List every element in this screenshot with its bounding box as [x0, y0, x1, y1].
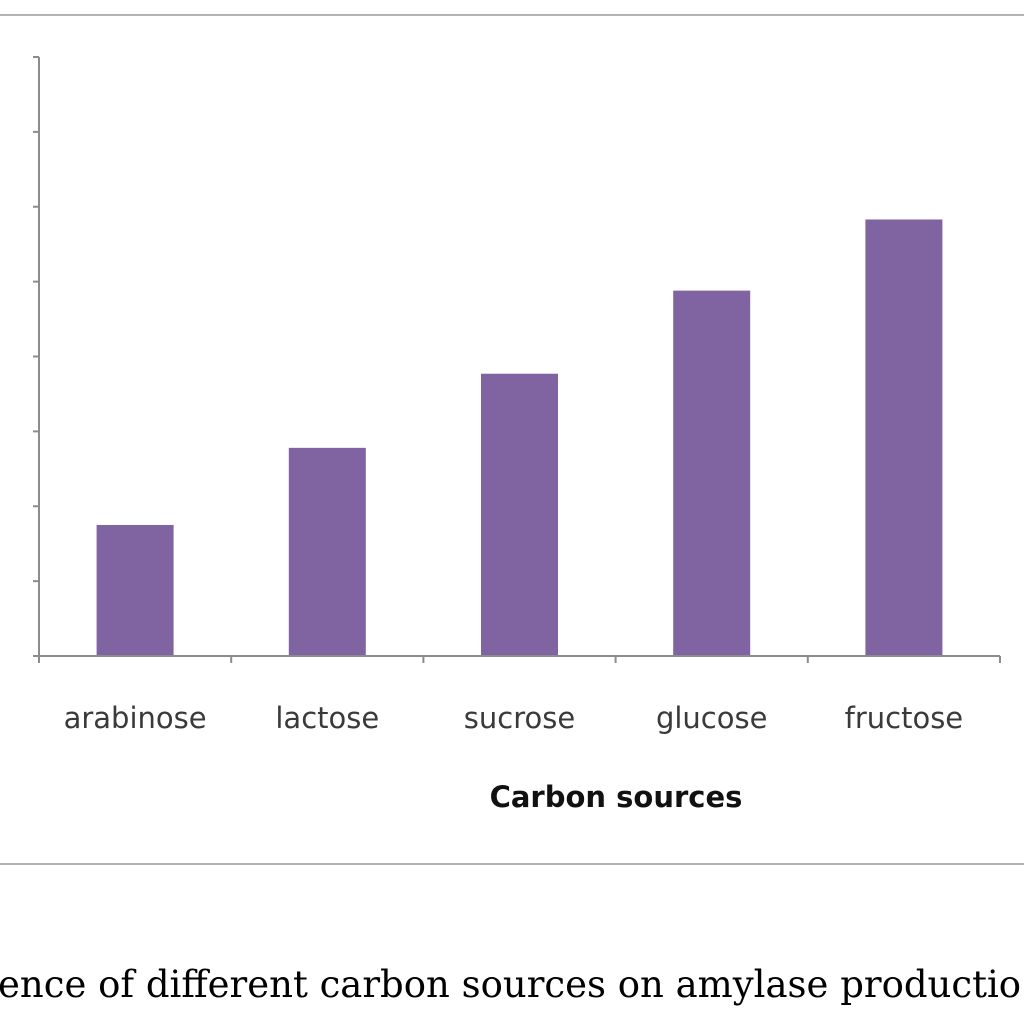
x-tick-label-glucose: glucose	[656, 701, 767, 735]
bar-glucose	[673, 290, 751, 656]
bar-sucrose	[481, 373, 558, 656]
x-axis-title: Carbon sources	[490, 780, 743, 814]
x-axis-ticks	[38, 656, 1001, 663]
x-tick-label-lactose: lactose	[275, 701, 379, 735]
figure-caption: ence of different carbon sources on amyl…	[0, 963, 1021, 1006]
x-tick-label-arabinose: arabinose	[64, 701, 207, 735]
bar-lactose	[288, 447, 366, 656]
x-tick-label-sucrose: sucrose	[464, 701, 575, 735]
x-axis-tick-labels: arabinose lactose sucrose glucose fructose	[64, 701, 964, 735]
bar-fructose	[865, 219, 943, 656]
x-tick-label-fructose: fructose	[845, 701, 964, 735]
bar-series	[96, 219, 943, 656]
bar-arabinose	[96, 524, 174, 656]
